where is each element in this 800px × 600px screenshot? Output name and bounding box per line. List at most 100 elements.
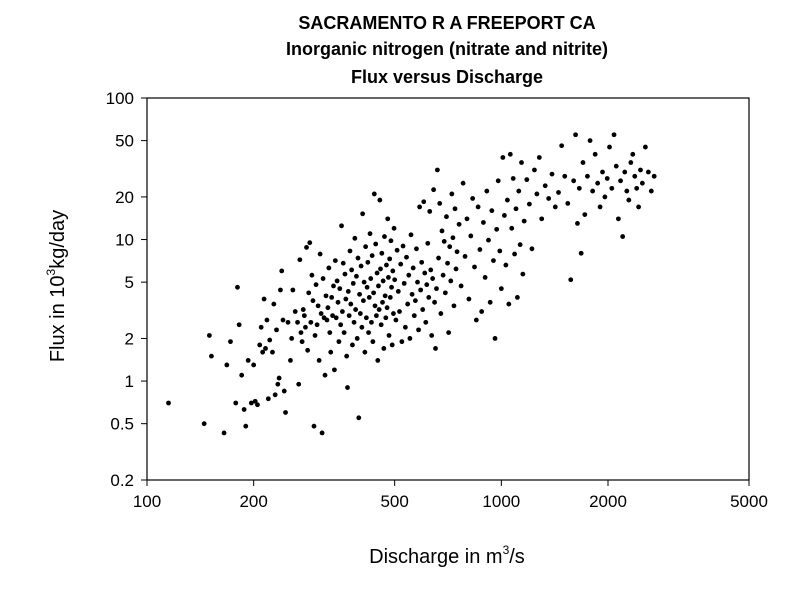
data-point [445, 260, 450, 266]
data-point [345, 385, 350, 390]
data-point [371, 290, 376, 296]
data-point [350, 342, 355, 348]
data-point [506, 301, 512, 307]
data-point [494, 226, 500, 232]
data-point [384, 262, 389, 268]
data-point [380, 278, 386, 284]
data-point [392, 277, 398, 283]
data-point [299, 339, 305, 345]
data-point [337, 286, 343, 292]
data-point [582, 212, 588, 218]
data-point [408, 232, 414, 238]
data-point [630, 151, 636, 157]
data-point [498, 286, 504, 292]
data-point [460, 180, 466, 186]
data-point [301, 313, 307, 319]
y-tick-label: 100 [106, 89, 134, 108]
x-axis-label-superscript: 3 [503, 543, 510, 557]
data-point [607, 144, 612, 150]
data-point [355, 255, 361, 261]
data-point [604, 176, 610, 181]
data-point [620, 234, 626, 239]
x-tick-label: 100 [133, 492, 161, 511]
data-point [340, 260, 346, 266]
data-point [426, 295, 432, 300]
data-point [295, 319, 300, 325]
data-point [340, 309, 345, 314]
data-point [484, 188, 490, 194]
data-point [331, 283, 336, 289]
data-point [482, 275, 488, 280]
data-point [636, 204, 641, 210]
data-point [323, 293, 329, 299]
data-point [304, 244, 309, 250]
data-point [312, 333, 318, 338]
data-point [466, 296, 472, 302]
data-point [444, 214, 449, 220]
data-point [470, 196, 476, 201]
data-point [332, 258, 338, 263]
y-tick-label: 0.5 [110, 415, 134, 434]
x-tick-label: 500 [380, 492, 408, 511]
data-point [378, 266, 383, 272]
data-point [580, 160, 586, 165]
data-point [648, 188, 654, 194]
data-point [257, 342, 263, 348]
data-point [568, 277, 574, 283]
data-point [248, 400, 254, 406]
data-point [418, 287, 424, 293]
data-point [313, 282, 319, 288]
data-point [336, 339, 342, 345]
y-axis-label-prefix: Flux in 10 [47, 275, 69, 362]
data-point [430, 276, 436, 281]
data-point [415, 279, 420, 285]
data-point [420, 307, 426, 312]
data-point [372, 303, 378, 309]
data-point [395, 289, 401, 294]
data-point [265, 396, 271, 402]
data-point [201, 421, 207, 427]
data-point [255, 402, 260, 408]
data-point [602, 194, 608, 200]
data-point [473, 317, 479, 323]
data-point [394, 247, 400, 253]
y-tick-label: 1 [125, 372, 134, 391]
data-point [516, 188, 522, 194]
data-point [475, 204, 481, 210]
data-point [521, 218, 527, 224]
data-point [571, 178, 577, 184]
data-point [442, 290, 448, 296]
data-point [326, 265, 332, 271]
data-point [311, 423, 317, 429]
y-tick-label: 0.2 [110, 471, 134, 490]
data-point [399, 339, 405, 345]
data-point [468, 233, 474, 239]
data-point [330, 313, 335, 319]
x-tick-label: 5000 [730, 492, 768, 511]
data-point [414, 246, 419, 252]
data-point [542, 183, 548, 189]
data-point [503, 262, 509, 268]
data-point [386, 333, 392, 338]
data-point [479, 309, 485, 314]
data-point [382, 293, 388, 299]
data-point [387, 256, 393, 262]
data-point [363, 244, 369, 250]
data-point [495, 178, 501, 184]
data-point [613, 163, 619, 169]
plot-frame [146, 97, 750, 481]
data-point [298, 330, 304, 336]
data-point [520, 271, 526, 277]
data-point [423, 319, 429, 325]
data-point [573, 132, 578, 138]
data-point [300, 307, 306, 312]
data-point [456, 221, 462, 227]
data-point [389, 342, 395, 348]
data-point [285, 319, 291, 325]
data-point [451, 303, 457, 309]
data-point [453, 266, 459, 272]
data-point [292, 309, 298, 314]
data-point [410, 265, 416, 271]
data-point [281, 388, 287, 394]
data-point [243, 423, 249, 429]
